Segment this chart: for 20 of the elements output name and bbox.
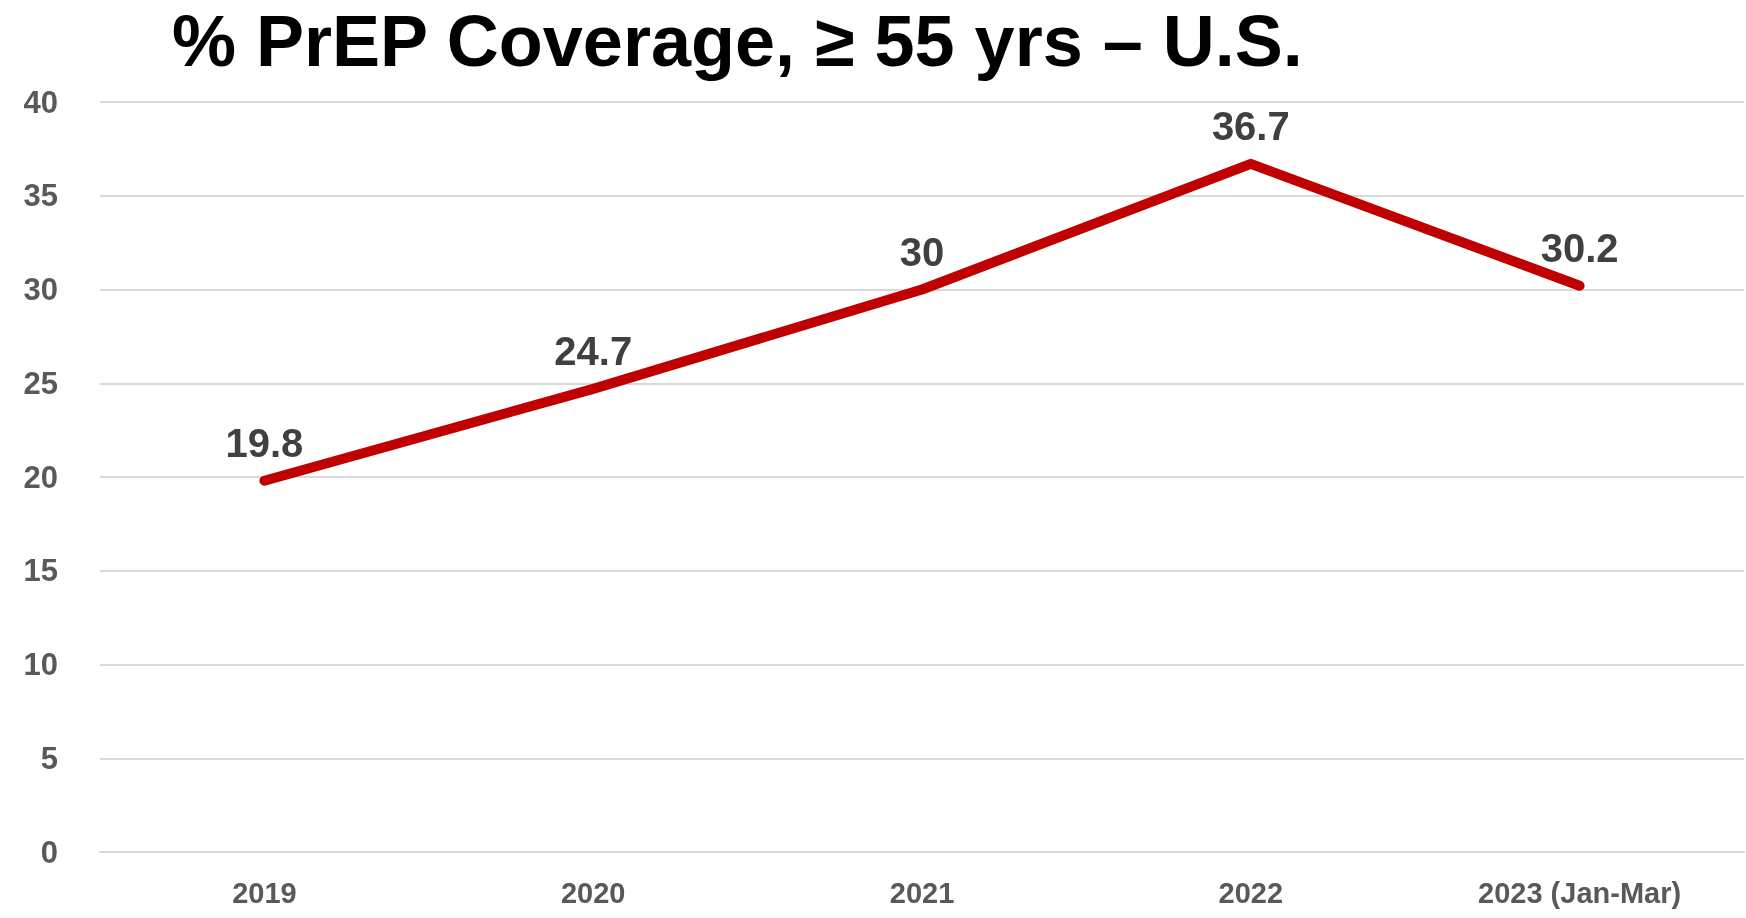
data-label: 36.7 [1211,103,1290,148]
x-tick-label: 2021 [889,876,955,909]
data-label: 19.8 [225,420,304,465]
x-tick-label: 2022 [1218,876,1284,909]
y-tick-label: 25 [23,365,58,401]
y-tick-label: 0 [40,834,58,870]
y-tick-label: 20 [23,459,58,495]
y-tick-label: 35 [23,178,58,214]
data-label: 30 [899,229,945,274]
x-tick-label: 2023 (Jan-Mar) [1478,876,1682,909]
y-tick-label: 10 [23,647,58,682]
y-tick-label: 15 [23,553,58,589]
y-tick-label: 5 [40,740,58,776]
data-label: 30.2 [1540,225,1619,270]
chart-title: % PrEP Coverage, ≥ 55 yrs – U.S. [172,1,1303,81]
y-tick-label: 40 [23,84,58,120]
y-tick-label: 30 [23,272,58,307]
data-label: 24.7 [554,328,633,373]
x-tick-label: 2019 [232,876,297,909]
x-tick-label: 2020 [560,876,626,909]
